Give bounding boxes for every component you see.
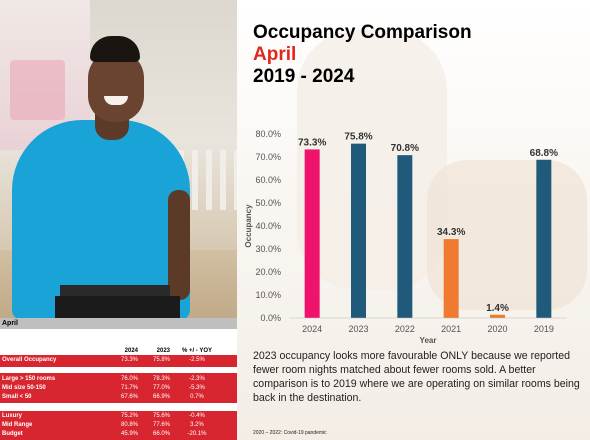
table-section-label: April [0, 318, 237, 329]
row-value-yoy: 0.7% [190, 394, 204, 400]
x-tick-label: 2022 [395, 324, 415, 334]
data-label-2020: 1.4% [486, 303, 509, 314]
table-row: Luxury 75.2% 75.6% -0.4% [0, 412, 237, 421]
occupancy-bar-chart: 0.0% 10.0% 20.0% 30.0% 40.0% 50.0% 60.0% 70.0% 8… [244, 129, 567, 345]
photo-belt [60, 285, 170, 299]
row-value-2023: 75.6% [152, 413, 170, 419]
row-label: Mid Range [2, 422, 33, 428]
bar-2023 [351, 143, 366, 318]
page-title: Occupancy Comparison [253, 22, 472, 43]
data-label-2019: 68.8% [530, 148, 558, 159]
photo-arm [168, 190, 190, 300]
y-tick-label: 20.0% [255, 267, 281, 277]
data-label-2022: 70.8% [391, 143, 419, 154]
x-tick-label: 2021 [441, 324, 461, 334]
x-axis: 2024 2023 2022 2021 2020 2019 [289, 317, 567, 334]
data-label-2021: 34.3% [437, 227, 465, 238]
bar-2019 [536, 159, 552, 318]
y-tick-label: 70.0% [255, 152, 281, 162]
y-tick-label: 80.0% [255, 129, 281, 139]
y-tick-label: 0.0% [260, 313, 281, 323]
y-axis: 0.0% 10.0% 20.0% 30.0% 40.0% 50.0% 60.0% 70.0% 8… [255, 129, 281, 323]
table-row: Small < 50 67.6% 66.9% 0.7% [0, 393, 237, 402]
footnote: 2020 – 2022: Covid-19 pandemic [253, 430, 327, 436]
row-value-yoy: 3.2% [190, 422, 204, 428]
y-tick-label: 50.0% [255, 198, 281, 208]
row-value-2024: 80.8% [120, 422, 138, 428]
photo-pink-drape [10, 60, 65, 120]
row-value-2023: 77.6% [152, 422, 170, 428]
table-header-2023: 2023 [156, 348, 170, 354]
y-axis-title: Occupancy [244, 204, 253, 248]
table-header-2024: 2024 [124, 348, 138, 354]
bar-2024 [304, 149, 320, 318]
row-value-yoy: -20.1% [187, 431, 207, 437]
bars: 73.3% 75.8% 70.8% 34.3% 1.4% 68.8% [298, 132, 558, 318]
row-value-2024: 76.0% [120, 376, 138, 382]
x-tick-label: 2019 [534, 324, 554, 334]
commentary-text: 2023 occupancy looks more favourable ONL… [253, 350, 580, 404]
data-label-2024: 73.3% [298, 137, 326, 148]
row-label: Mid size 50-150 [2, 385, 46, 391]
row-value-yoy: -5.3% [189, 385, 205, 391]
y-tick-label: 60.0% [255, 175, 281, 185]
table-row: Mid size 50-150 71.7% 77.0% -5.3% [0, 384, 237, 393]
table-row: Overall Occupancy 73.3% 75.8% -2.5% [0, 356, 237, 365]
table-block-overall [0, 355, 237, 367]
table-block-tier [0, 411, 237, 440]
staff-photo [0, 0, 237, 318]
page-subtitle-month: April [253, 44, 297, 65]
y-tick-label: 30.0% [255, 244, 281, 254]
row-label: Large > 150 rooms [2, 376, 56, 382]
data-label-2023: 75.8% [344, 132, 372, 143]
page-subtitle-years: 2019 - 2024 [253, 66, 355, 87]
y-tick-label: 40.0% [255, 221, 281, 231]
row-value-yoy: -0.4% [189, 413, 205, 419]
chart-background [237, 0, 590, 440]
photo-smile [104, 96, 128, 105]
table-header-row: 2024 2023 % +/ - YOY [0, 347, 237, 356]
row-value-2024: 45.9% [120, 431, 138, 437]
photo-hair [90, 36, 140, 62]
row-label: Budget [2, 431, 23, 437]
row-value-2024: 71.7% [120, 385, 138, 391]
x-tick-label: 2024 [302, 324, 322, 334]
x-tick-label: 2023 [348, 324, 368, 334]
table-header-yoy: % +/ - YOY [181, 348, 213, 354]
bar-2021 [443, 239, 459, 318]
background-faded-figure [297, 30, 447, 290]
row-value-yoy: -2.5% [189, 357, 205, 363]
row-label: Luxury [2, 413, 23, 419]
row-label: Overall Occupancy [2, 357, 57, 363]
photo-head [88, 50, 144, 122]
row-label: Small < 50 [2, 394, 32, 400]
x-axis-title: Year [420, 336, 437, 345]
row-value-2023: 77.0% [152, 385, 170, 391]
row-value-2024: 67.6% [120, 394, 138, 400]
row-value-yoy: -2.3% [189, 376, 205, 382]
row-value-2023: 66.0% [152, 431, 170, 437]
table-row: Budget 45.9% 66.0% -20.1% [0, 430, 237, 439]
table-row: Large > 150 rooms 76.0% 78.3% -2.3% [0, 375, 237, 384]
bar-2022 [397, 155, 413, 318]
row-value-2024: 73.3% [120, 357, 138, 363]
y-tick-label: 10.0% [255, 290, 281, 300]
row-value-2024: 75.2% [120, 413, 138, 419]
row-value-2023: 66.9% [152, 394, 170, 400]
table-row: Mid Range 80.8% 77.6% 3.2% [0, 421, 237, 430]
row-value-2023: 78.3% [152, 376, 170, 382]
bar-2020 [490, 314, 505, 318]
occupancy-table: April 2024 2023 % +/ - YOY Overall Occup… [0, 318, 237, 440]
x-tick-label: 2020 [487, 324, 507, 334]
row-value-2023: 75.8% [152, 357, 170, 363]
photo-pants [55, 296, 180, 318]
table-block-size [0, 373, 237, 403]
